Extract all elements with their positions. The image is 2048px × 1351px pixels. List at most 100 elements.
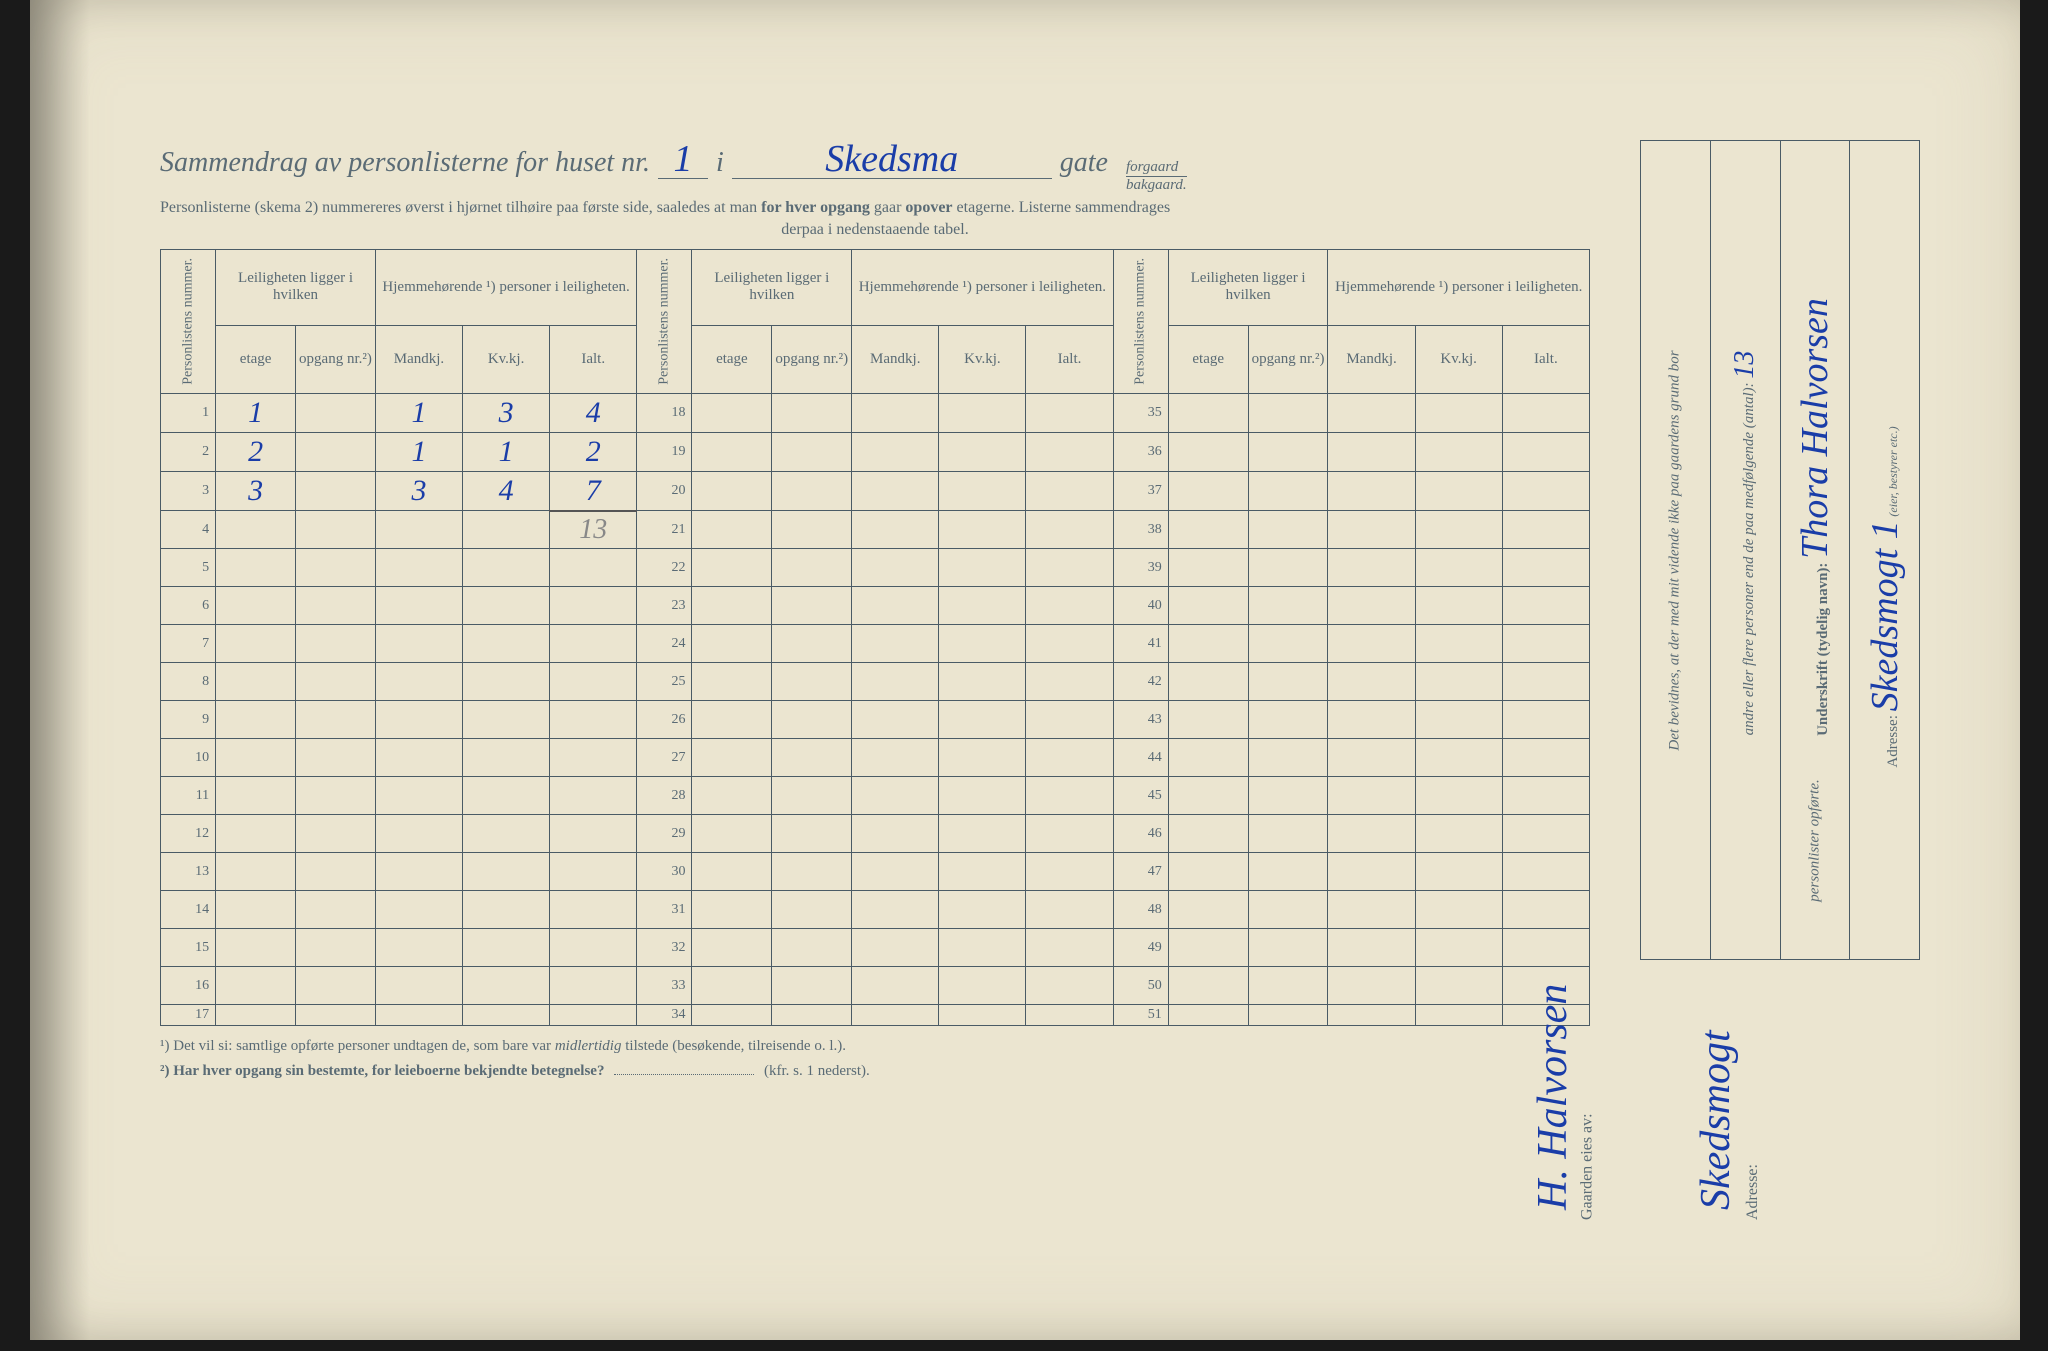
cell <box>939 1005 1026 1026</box>
cell <box>1328 891 1415 929</box>
row-number: 35 <box>1113 393 1168 432</box>
row-number: 14 <box>161 891 216 929</box>
th-personlistens-c: Personlistens nummer. <box>1113 250 1168 394</box>
cell <box>216 511 296 549</box>
th-personlistens-a: Personlistens nummer. <box>161 250 216 394</box>
row-number: 39 <box>1113 549 1168 587</box>
cell <box>772 777 852 815</box>
cell <box>1328 1005 1415 1026</box>
cell <box>550 663 637 701</box>
row-number: 13 <box>161 853 216 891</box>
row-number: 47 <box>1113 853 1168 891</box>
subtitle-b2: opover <box>905 199 952 216</box>
cell <box>1502 701 1589 739</box>
cell <box>939 393 1026 432</box>
subtitle-b1: for hver opgang <box>761 199 870 216</box>
cell <box>375 815 462 853</box>
cell <box>692 815 772 853</box>
cell <box>1328 587 1415 625</box>
cell <box>1502 432 1589 471</box>
th-opgang-a: opgang nr.²) <box>296 325 376 393</box>
cell <box>216 891 296 929</box>
cell <box>375 967 462 1005</box>
cell <box>1026 967 1113 1005</box>
cell <box>296 511 376 549</box>
andre-text: andre eller flere personer end de paa me… <box>1729 351 1761 736</box>
cell <box>1415 549 1502 587</box>
cell <box>375 587 462 625</box>
cell <box>1026 393 1113 432</box>
cell <box>1248 549 1328 587</box>
row-number: 28 <box>637 777 692 815</box>
cell <box>550 701 637 739</box>
cell <box>216 815 296 853</box>
cell <box>692 393 772 432</box>
cell <box>1026 471 1113 511</box>
row-number: 25 <box>637 663 692 701</box>
cell <box>1026 549 1113 587</box>
cell <box>1026 587 1113 625</box>
row-number: 10 <box>161 739 216 777</box>
row-number: 1 <box>161 393 216 432</box>
cell: 1 <box>463 432 550 471</box>
th-etage-b: etage <box>692 325 772 393</box>
table-row: 173451 <box>161 1005 1590 1026</box>
cell <box>1328 853 1415 891</box>
cell <box>852 777 939 815</box>
footnote-2-a: ²) Har hver opgang sin bestemte, for lei… <box>160 1063 604 1079</box>
cell <box>1415 853 1502 891</box>
cell <box>1168 393 1248 432</box>
cell <box>550 891 637 929</box>
underskrift-block: Underskrift (tydelig navn): Thora Halvor… <box>1793 298 1837 736</box>
cell <box>1168 815 1248 853</box>
row-number: 9 <box>161 701 216 739</box>
cell <box>463 701 550 739</box>
cell <box>1168 1005 1248 1026</box>
table-row: 333472037 <box>161 471 1590 511</box>
owner-adresse-label: Adresse: <box>1744 1164 1762 1220</box>
cell: 13 <box>550 511 637 549</box>
cell <box>1248 432 1328 471</box>
footnote-2-b: (kfr. s. 1 nederst). <box>764 1063 870 1079</box>
cell <box>1502 663 1589 701</box>
row-number: 32 <box>637 929 692 967</box>
cell <box>1415 929 1502 967</box>
row-number: 4 <box>161 511 216 549</box>
cell <box>772 625 852 663</box>
cell <box>939 929 1026 967</box>
antal-value: 13 <box>1729 351 1760 379</box>
cell <box>1415 393 1502 432</box>
cell <box>939 739 1026 777</box>
cell <box>1168 625 1248 663</box>
row-number: 49 <box>1113 929 1168 967</box>
owner-col-2: Adresse: Skedsmogt <box>1770 840 1880 1220</box>
cell <box>1248 471 1328 511</box>
cell <box>463 549 550 587</box>
row-number: 2 <box>161 432 216 471</box>
owner-adresse: Skedsmogt <box>1692 1030 1740 1210</box>
cell: 4 <box>550 393 637 432</box>
table-row: 221121936 <box>161 432 1590 471</box>
subtitle-1: Personlisterne (skema 2) nummereres øver… <box>160 199 761 216</box>
cell <box>1168 587 1248 625</box>
cell <box>296 701 376 739</box>
cell <box>216 853 296 891</box>
underskrift-value: Thora Halvorsen <box>1794 298 1836 559</box>
table-row: 82542 <box>161 663 1590 701</box>
cell <box>939 891 1026 929</box>
cell <box>1026 663 1113 701</box>
cell <box>852 815 939 853</box>
cell <box>1168 853 1248 891</box>
cell <box>1248 891 1328 929</box>
cell <box>1248 853 1328 891</box>
row-number: 33 <box>637 967 692 1005</box>
cell: 1 <box>375 432 462 471</box>
footnote-1-i: midlertidig <box>555 1038 622 1054</box>
cell <box>852 511 939 549</box>
cell <box>296 1005 376 1026</box>
cell <box>939 549 1026 587</box>
row-number: 29 <box>637 815 692 853</box>
cell <box>1328 739 1415 777</box>
cell <box>852 549 939 587</box>
form-area: Sammendrag av personlisterne for huset n… <box>160 140 1590 1088</box>
